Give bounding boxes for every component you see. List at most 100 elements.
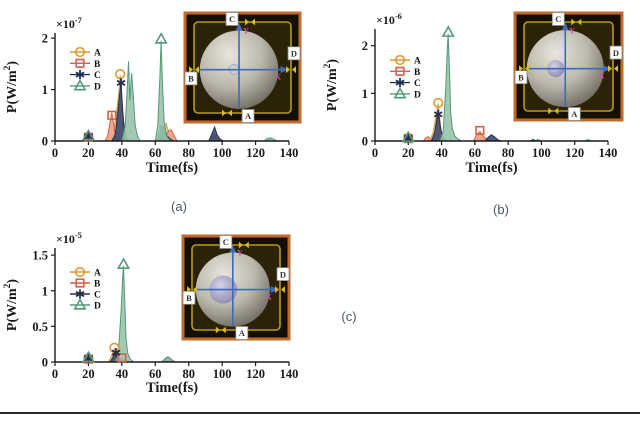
x-tick-label: 100 bbox=[213, 146, 232, 160]
legend-label: C bbox=[414, 79, 421, 89]
asterisk-dot bbox=[87, 134, 90, 138]
triangle-marker bbox=[81, 128, 95, 141]
gate-marker-icon bbox=[275, 286, 285, 293]
detector-label: A bbox=[571, 109, 578, 119]
y-scale-label: ×10-5 bbox=[56, 230, 82, 246]
y-tick-label: 1 bbox=[362, 87, 368, 101]
gate-marker-icon bbox=[571, 18, 582, 26]
triangle-marker bbox=[393, 86, 407, 99]
inset-c: Y X C D B A bbox=[181, 234, 291, 341]
detector-label-box bbox=[276, 267, 290, 282]
legend-label: D bbox=[94, 82, 101, 92]
x-axis-arrow-icon bbox=[270, 286, 279, 293]
x-tick-label: 120 bbox=[246, 146, 265, 160]
circle-marker bbox=[394, 54, 406, 66]
inset-x-label: X bbox=[599, 72, 605, 81]
y-axis-arrow-icon bbox=[235, 22, 243, 31]
triangle-marker bbox=[154, 32, 168, 44]
y-tick-label: 1 bbox=[42, 83, 48, 97]
x-axis-title: Time(fs) bbox=[146, 160, 198, 176]
x-tick-label: 120 bbox=[565, 146, 584, 160]
y-tick-label: 0.5 bbox=[32, 320, 48, 334]
circle-marker bbox=[74, 46, 86, 58]
y-axis-title: P(W/m2) bbox=[3, 279, 20, 332]
square-marker bbox=[475, 125, 485, 136]
x-tick-label: 20 bbox=[82, 367, 95, 381]
detector-label: A bbox=[239, 328, 246, 338]
detector-label: D bbox=[613, 48, 619, 58]
square-marker bbox=[395, 66, 405, 76]
panel-b-caption: (b) bbox=[493, 202, 509, 217]
x-tick-label: 80 bbox=[182, 367, 195, 381]
y-tick-label: 0 bbox=[42, 356, 48, 370]
y-tick-label: 2 bbox=[42, 32, 48, 46]
square-marker bbox=[117, 353, 127, 363]
detector-label-box bbox=[287, 46, 301, 61]
panel-b-figure: 0 20 40 60 80 100 120 140 0 1 2 ×10-6 P(W/m2) Time(fs… bbox=[323, 11, 624, 176]
inset-x-label: X bbox=[266, 293, 272, 302]
square-marker bbox=[75, 58, 85, 68]
detector-label: A bbox=[245, 111, 252, 121]
x-axis-arrow-icon bbox=[280, 66, 289, 74]
square-marker bbox=[107, 110, 117, 120]
asterisk-dot bbox=[78, 292, 82, 296]
triangle-marker bbox=[116, 257, 131, 269]
inset-y-label: Y bbox=[569, 26, 575, 35]
y-axis-arrow-icon bbox=[229, 245, 237, 253]
x-tick-label: 40 bbox=[116, 367, 129, 381]
detector-label: C bbox=[223, 237, 229, 247]
x-tick-label: 80 bbox=[182, 146, 195, 160]
triangle-marker bbox=[81, 350, 95, 363]
x-tick-label: 100 bbox=[532, 146, 551, 160]
detector-label: D bbox=[280, 269, 286, 279]
detector-label-box bbox=[182, 290, 196, 305]
detector-label: B bbox=[518, 72, 524, 82]
inset-a: Y X C D B A bbox=[183, 11, 302, 124]
x-tick-label: 60 bbox=[469, 146, 482, 160]
asterisk-dot bbox=[436, 112, 440, 116]
x-tick-label: 20 bbox=[82, 146, 95, 160]
page-bottom-rule bbox=[0, 412, 640, 414]
detector-label-box bbox=[225, 12, 239, 26]
y-tick-label: 0 bbox=[362, 135, 368, 149]
x-tick-label: 40 bbox=[116, 146, 129, 160]
legend-label: C bbox=[94, 71, 101, 81]
triangle-marker bbox=[441, 25, 455, 37]
y-tick-label: 0 bbox=[42, 135, 48, 149]
y-axis-title: P(W/m2) bbox=[3, 61, 20, 114]
circle-marker bbox=[74, 266, 86, 278]
asterisk-dot bbox=[398, 81, 402, 84]
square-marker bbox=[75, 278, 85, 288]
detector-label-box bbox=[609, 45, 623, 60]
legend-label: D bbox=[414, 90, 421, 100]
x-tick-label: 60 bbox=[149, 146, 162, 160]
detector-label: B bbox=[186, 293, 192, 303]
x-axis-title: Time(fs) bbox=[465, 160, 517, 176]
inset-y-label: Y bbox=[243, 27, 249, 36]
y-axis-arrow-icon bbox=[561, 22, 569, 31]
detector-label: B bbox=[188, 74, 194, 84]
y-scale-label: ×10-6 bbox=[376, 11, 402, 27]
asterisk-dot bbox=[406, 136, 410, 140]
legend-label: A bbox=[414, 57, 421, 67]
chart-b-markers bbox=[401, 25, 485, 144]
detector-label-box bbox=[241, 109, 255, 123]
gate-marker-icon bbox=[286, 66, 296, 74]
x-tick-label: 100 bbox=[213, 367, 232, 381]
legend-label: B bbox=[94, 280, 101, 290]
legend-label: A bbox=[94, 269, 101, 279]
y-axis-title: P(W/m2) bbox=[323, 59, 340, 112]
detector-label-box bbox=[567, 107, 581, 121]
x-tick-label: 40 bbox=[435, 146, 448, 160]
x-tick-label: 120 bbox=[246, 367, 265, 381]
triangle-marker bbox=[401, 130, 415, 143]
x-tick-label: 140 bbox=[280, 146, 299, 160]
panel-a-figure: 0 20 40 60 80 100 120 140 0 1 2 ×10-7 P(W/m2) Time(fs… bbox=[3, 11, 302, 176]
asterisk-dot bbox=[114, 351, 118, 355]
y-tick-label: 1 bbox=[42, 284, 48, 298]
x-tick-label: 140 bbox=[599, 146, 618, 160]
legend-label: A bbox=[94, 49, 101, 59]
